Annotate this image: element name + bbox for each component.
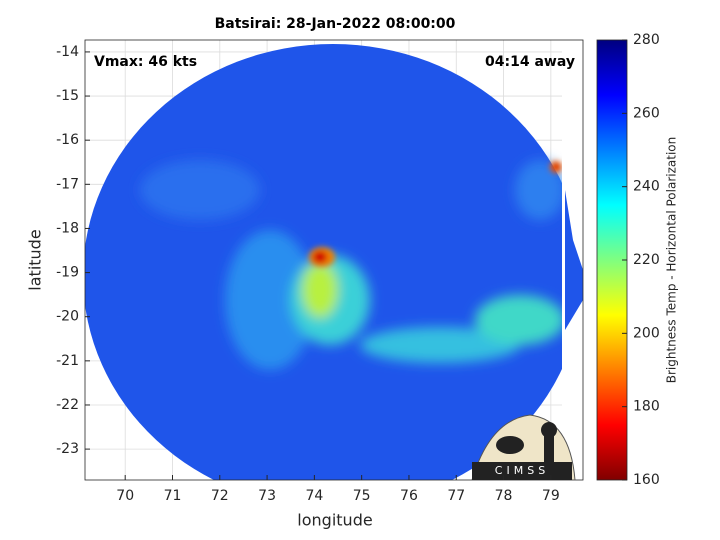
colorbar-tick-label: 260: [633, 105, 660, 121]
colorbar-tick-label: 280: [633, 32, 660, 48]
chart-title: Batsirai: 28-Jan-2022 08:00:00: [215, 16, 456, 32]
x-axis-label: longitude: [297, 511, 372, 530]
x-tick-label: 78: [495, 488, 513, 504]
x-tick-label: 70: [116, 488, 134, 504]
x-tick-label: 73: [258, 488, 276, 504]
colorbar-tick-label: 200: [633, 325, 660, 341]
annotation: 04:14 away: [485, 54, 575, 70]
x-tick-label: 77: [447, 488, 465, 504]
y-tick-label: -15: [56, 88, 79, 104]
colorbar-tick-label: 180: [633, 399, 660, 415]
y-axis-label: latitude: [26, 229, 45, 290]
colorbar-label: Brightness Temp - Horizontal Polarizatio…: [665, 137, 679, 384]
logo: CIMSS: [471, 414, 576, 481]
x-tick-label: 71: [164, 488, 182, 504]
y-tick-label: -22: [56, 397, 79, 413]
y-tick-label: -17: [56, 176, 79, 192]
y-tick-label: -23: [56, 441, 79, 457]
y-tick-label: -19: [56, 265, 79, 281]
field-cores: [309, 161, 562, 267]
x-tick-label: 76: [400, 488, 418, 504]
y-tick-label: -18: [56, 220, 79, 236]
swath: [85, 40, 583, 480]
y-tick-label: -16: [56, 132, 79, 148]
colorbar-tick-label: 220: [633, 252, 660, 268]
field-features: [140, 160, 565, 370]
colorbar-tick-label: 160: [633, 472, 660, 488]
x-tick-label: 75: [353, 488, 371, 504]
x-tick-label: 74: [305, 488, 323, 504]
annotation: Vmax: 46 kts: [94, 54, 197, 70]
y-tick-label: -21: [56, 353, 79, 369]
y-tick-label: -20: [56, 309, 79, 325]
colorbar-tick-label: 240: [633, 179, 660, 195]
x-tick-label: 79: [542, 488, 560, 504]
swath-edge-strip: [565, 190, 583, 330]
y-tick-label: -14: [56, 44, 79, 60]
plot-frame: [84, 39, 584, 481]
x-tick-label: 72: [211, 488, 229, 504]
logo-text: CIMSS: [495, 464, 549, 477]
